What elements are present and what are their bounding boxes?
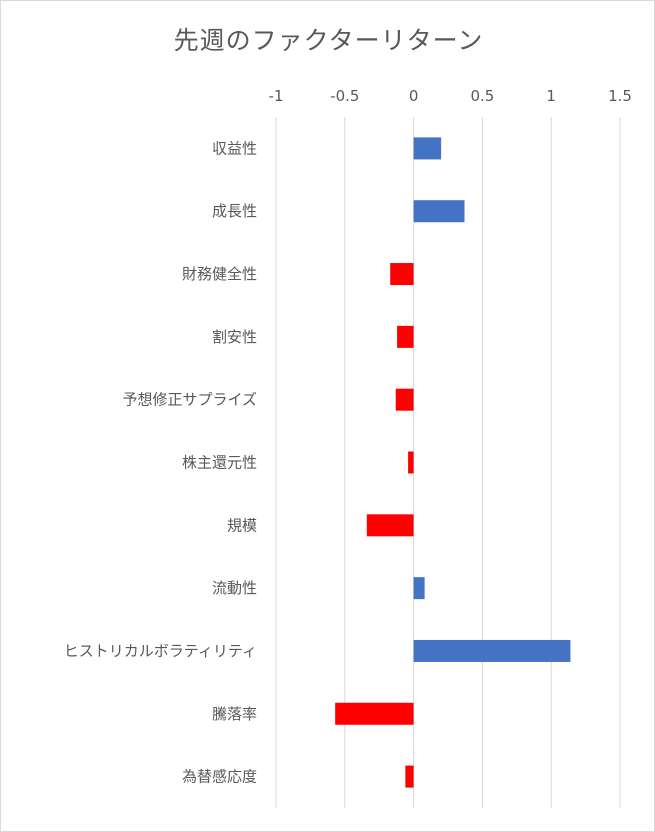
chart-title: 先週のファクターリターン <box>173 26 484 55</box>
x-tick-label: 1 <box>546 87 556 105</box>
category-label: 収益性 <box>212 139 257 157</box>
category-label: 株主還元性 <box>182 454 257 472</box>
x-tick-label: -0.5 <box>330 87 359 105</box>
bar <box>390 263 414 286</box>
category-label: 規模 <box>227 516 257 534</box>
bar <box>413 639 571 662</box>
bar <box>405 765 414 788</box>
x-tick-label: 1.5 <box>608 87 632 105</box>
x-tick-label: 0.5 <box>470 87 494 105</box>
category-label: 予想修正サプライズ <box>122 391 257 409</box>
category-label: 為替感応度 <box>182 768 257 786</box>
category-label: 流動性 <box>212 579 257 597</box>
category-label: 成長性 <box>212 202 257 220</box>
bar <box>408 451 414 474</box>
bar <box>397 325 414 348</box>
bar <box>413 577 425 600</box>
bar <box>366 514 414 537</box>
bar <box>413 137 442 160</box>
x-tick-label: 0 <box>409 87 419 105</box>
category-label: 騰落率 <box>212 705 257 723</box>
category-label: 割安性 <box>212 328 257 346</box>
category-label: 財務健全性 <box>182 265 257 283</box>
bar <box>395 388 414 411</box>
category-label: ヒストリカルボラティリティ <box>64 642 257 660</box>
x-tick-label: -1 <box>269 87 284 105</box>
bar <box>413 200 465 223</box>
bar <box>335 702 414 725</box>
